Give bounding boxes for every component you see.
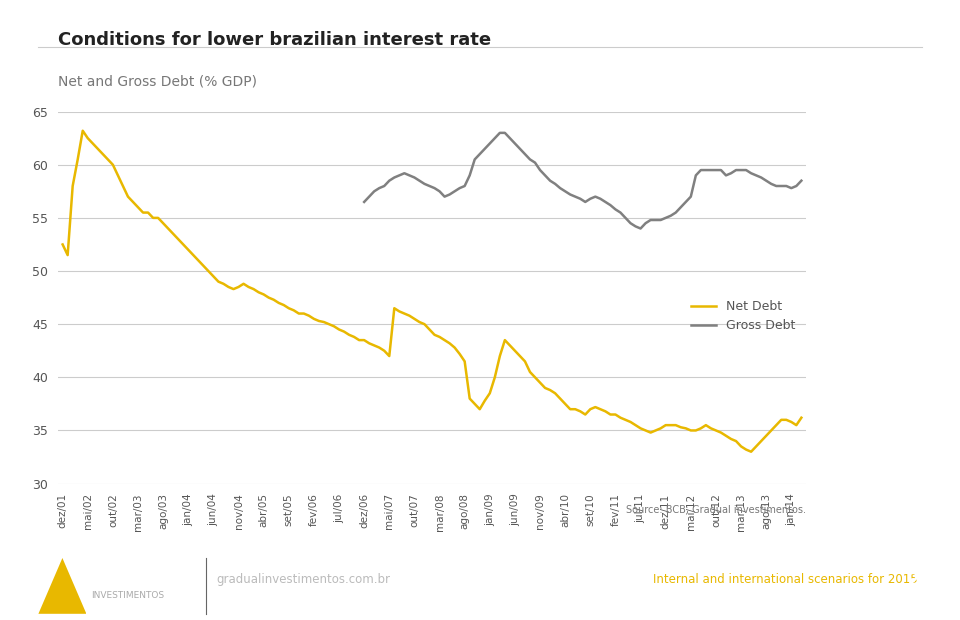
Line: Gross Debt: Gross Debt: [364, 133, 802, 229]
Text: Conditions for lower brazilian interest rate: Conditions for lower brazilian interest …: [58, 31, 491, 49]
Net Debt: [515, 352, 526, 360]
Gross Debt: [509, 140, 520, 147]
Net Debt: [203, 267, 214, 275]
Net Debt: [57, 241, 68, 248]
Text: 20: 20: [907, 570, 932, 589]
Polygon shape: [38, 558, 86, 614]
Net Debt: [429, 331, 441, 339]
Net Debt: [745, 448, 756, 456]
Text: gradualinvestimentos.com.br: gradualinvestimentos.com.br: [216, 574, 390, 586]
Text: Source: BCB, Gradual investimentos.: Source: BCB, Gradual investimentos.: [626, 505, 806, 515]
Text: GRADUAL: GRADUAL: [91, 574, 158, 586]
Net Debt: [585, 405, 596, 413]
Gross Debt: [423, 182, 435, 190]
Net Debt: [796, 414, 807, 422]
Gross Debt: [580, 198, 591, 206]
Net Debt: [77, 127, 88, 135]
Net Debt: [112, 172, 124, 179]
Gross Debt: [409, 174, 420, 181]
Gross Debt: [796, 177, 807, 184]
Text: Internal and international scenarios for 2015: Internal and international scenarios for…: [653, 574, 918, 586]
Text: Net and Gross Debt (% GDP): Net and Gross Debt (% GDP): [58, 74, 256, 89]
Legend: Net Debt, Gross Debt: Net Debt, Gross Debt: [685, 295, 800, 337]
Net Debt: [414, 318, 425, 326]
Line: Net Debt: Net Debt: [62, 131, 802, 452]
Text: INVESTIMENTOS: INVESTIMENTOS: [91, 591, 164, 600]
